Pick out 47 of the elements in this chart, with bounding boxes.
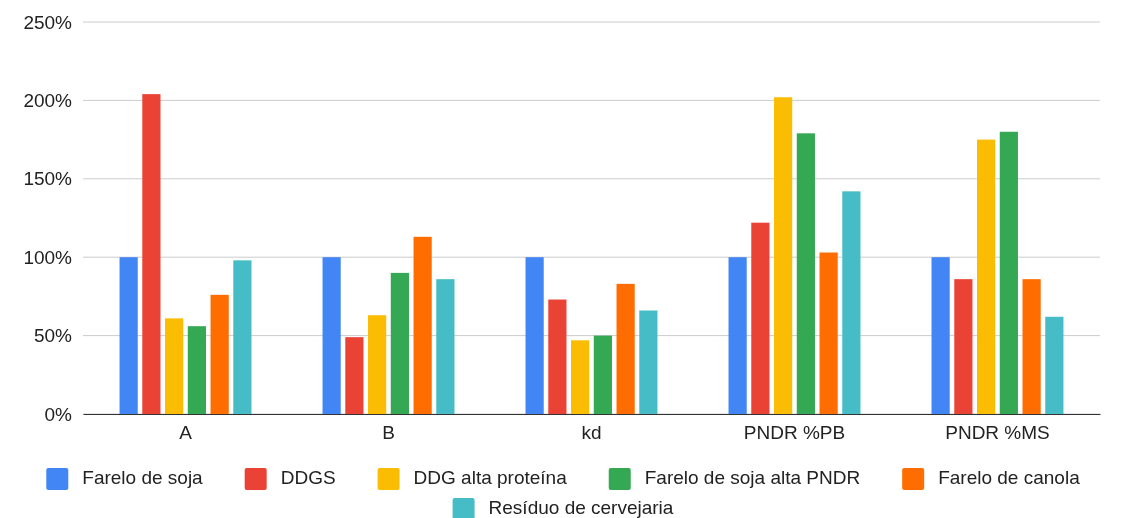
bar: [593, 335, 612, 414]
bar: [1045, 316, 1064, 414]
bar: [345, 337, 364, 414]
bar: [119, 257, 138, 414]
y-tick-label: 100%: [23, 246, 73, 268]
legend-label: Farelo de soja: [82, 467, 204, 488]
bar: [322, 257, 341, 414]
bar: [999, 131, 1018, 414]
bar: [233, 260, 252, 414]
x-tick-label: A: [179, 422, 193, 444]
bar: [728, 257, 747, 414]
bar: [639, 310, 658, 414]
bar: [210, 294, 229, 414]
y-tick-label: 0%: [44, 403, 73, 425]
legend-label: Resíduo de cervejaria: [488, 497, 674, 518]
y-tick-label: 150%: [23, 168, 73, 190]
bar: [548, 299, 567, 414]
legend-label: Farelo de soja alta PNDR: [644, 467, 861, 488]
x-tick-label: PNDR %MS: [945, 422, 1050, 444]
bar: [796, 133, 815, 414]
bar: [842, 191, 861, 414]
bar: [525, 257, 544, 414]
x-tick-label: kd: [581, 422, 602, 444]
bar: [774, 97, 793, 414]
bar: [1022, 279, 1041, 414]
y-tick-label: 200%: [23, 89, 73, 111]
bar: [165, 318, 184, 414]
bar: [751, 222, 770, 414]
bar: [819, 252, 838, 414]
bar: [390, 272, 409, 414]
bar: [616, 283, 635, 414]
bar: [142, 94, 161, 414]
bar: [931, 257, 950, 414]
legend-label: DDG alta proteína: [413, 467, 568, 488]
bar: [436, 279, 455, 414]
x-tick-label: B: [382, 422, 395, 444]
bar: [187, 326, 206, 414]
y-tick-label: 250%: [23, 11, 73, 33]
x-tick-label: PNDR %PB: [743, 422, 846, 444]
bar: [368, 315, 387, 414]
bar: [954, 279, 973, 414]
bar: [413, 236, 432, 414]
legend-label: Farelo de canola: [938, 467, 1081, 488]
bar: [977, 139, 996, 414]
bar: [571, 340, 590, 414]
y-tick-label: 50%: [33, 325, 73, 347]
legend-label: DDGS: [280, 467, 336, 488]
